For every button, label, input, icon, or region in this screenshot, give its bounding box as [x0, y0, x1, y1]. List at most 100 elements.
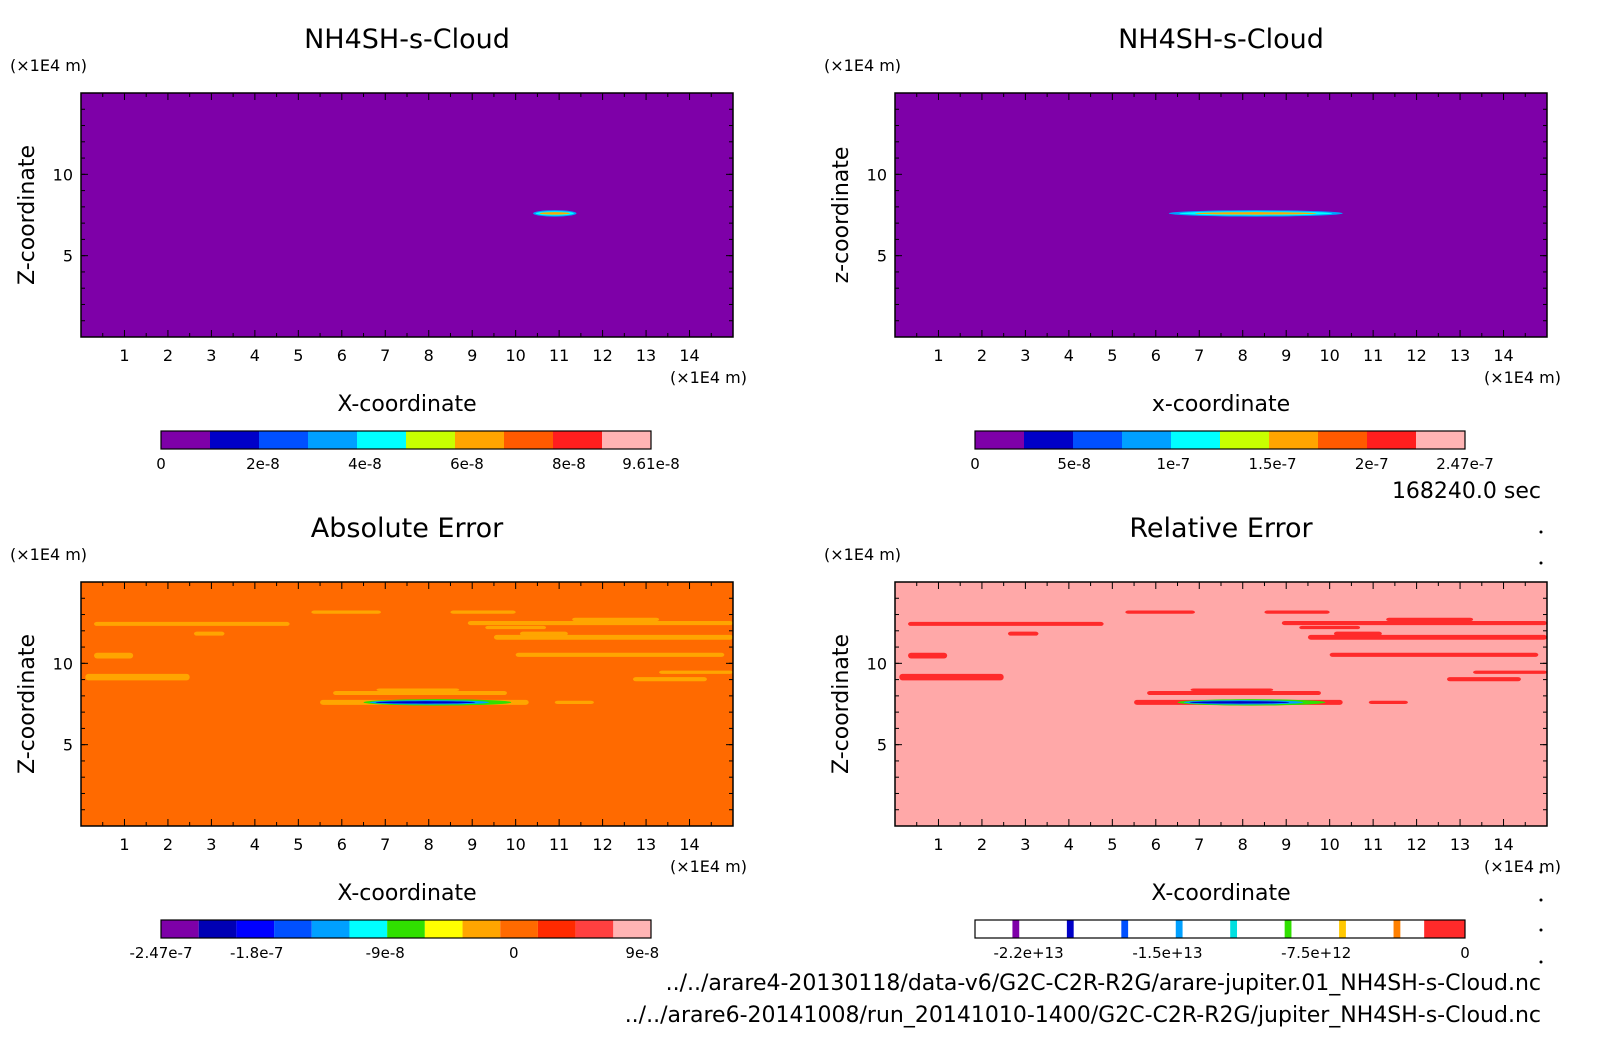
colorbar-swatch: [1424, 920, 1465, 938]
error-core-inner: [1189, 701, 1290, 704]
colorbar-swatch: [1284, 920, 1292, 938]
y-tick-label: 10: [53, 654, 73, 673]
x-tick-label: 12: [1406, 346, 1426, 365]
colorbar-tick-label: 0: [509, 944, 519, 962]
chart-title: NH4SH-s-Cloud: [1118, 24, 1324, 55]
y-tick-label: 5: [63, 736, 73, 755]
error-band: [1125, 610, 1195, 614]
colorbar-swatch: [462, 920, 501, 938]
colorbar-swatch: [1121, 920, 1129, 938]
y-tick-label: 5: [877, 247, 887, 266]
x-tick-label: 1: [119, 835, 129, 854]
colorbar-swatch: [1175, 920, 1183, 938]
field-background: [81, 93, 733, 337]
colorbar-swatch: [975, 431, 1024, 449]
error-core-inner: [375, 701, 476, 704]
x-unit-label: (×1E4 m): [1484, 368, 1561, 387]
error-band: [1329, 652, 1539, 657]
x-tick-label: 13: [636, 346, 656, 365]
colorbar-tick-label: -2.47e-7: [130, 944, 193, 962]
y-unit-label: (×1E4 m): [824, 545, 901, 564]
x-tick-label: 13: [636, 835, 656, 854]
colorbar-swatch: [613, 920, 651, 938]
x-tick-label: 9: [467, 835, 477, 854]
x-tick-label: 5: [293, 346, 303, 365]
colorbar-tick-label: -9e-8: [366, 944, 405, 962]
colorbar-swatch: [210, 431, 259, 449]
x-tick-label: 3: [206, 346, 216, 365]
chart-panel-4: Relative Error(×1E4 m)1 2 3 4 5 6 7 8 9 10 11 12 13 1…: [824, 513, 1561, 962]
x-tick-label: 3: [206, 835, 216, 854]
x-tick-label: 2: [977, 346, 987, 365]
colorbar-tick-label: 0: [1460, 944, 1470, 962]
error-band: [485, 625, 547, 630]
x-tick-label: 9: [1281, 346, 1291, 365]
colorbar-swatch: [1356, 920, 1384, 938]
colorbar-tick-label: 5e-8: [1057, 455, 1091, 473]
colorbar-swatch: [1339, 920, 1346, 938]
colorbar-frame: [160, 919, 652, 939]
colorbar-tick-label: 2e-7: [1355, 455, 1389, 473]
colorbar-swatch: [1024, 431, 1073, 449]
error-band: [1008, 631, 1039, 636]
colorbar-swatch: [1367, 431, 1416, 449]
y-axis-label: Z-coordinate: [829, 634, 854, 774]
x-tick-label: 14: [1493, 835, 1513, 854]
error-band: [908, 621, 1104, 626]
x-tick-label: 1: [119, 346, 129, 365]
colorbar-swatch: [424, 920, 463, 938]
colorbar-swatch: [308, 431, 357, 449]
x-tick-label: 8: [424, 835, 434, 854]
chart-panel-2: NH4SH-s-Cloud(×1E4 m)1 2 3 4 5 6 7 8 9 10 11 12 13 14…: [824, 24, 1561, 473]
colorbar-swatch: [455, 431, 504, 449]
x-axis-label: X-coordinate: [1151, 881, 1290, 906]
x-tick-label: 2: [163, 346, 173, 365]
error-band: [85, 673, 190, 681]
x-tick-label: 6: [1151, 835, 1161, 854]
error-band: [1299, 625, 1361, 630]
x-tick-label: 4: [250, 346, 260, 365]
error-band: [908, 652, 948, 659]
error-band: [1190, 688, 1274, 691]
colorbar-swatch: [1122, 431, 1171, 449]
colorbar-swatch: [236, 920, 275, 938]
error-band: [467, 621, 733, 626]
colorbar-swatch: [1230, 920, 1238, 938]
x-axis-label: x-coordinate: [1152, 392, 1290, 417]
time-label: 168240.0 sec: [1392, 479, 1541, 504]
x-tick-label: 6: [337, 346, 347, 365]
error-band: [899, 673, 1004, 681]
colorbar-swatch: [1318, 431, 1367, 449]
x-tick-label: 9: [1281, 835, 1291, 854]
error-band: [572, 617, 660, 622]
x-tick-label: 9: [467, 346, 477, 365]
colorbar-swatch: [1029, 920, 1057, 938]
x-unit-label: (×1E4 m): [670, 368, 747, 387]
x-tick-label: 13: [1450, 835, 1470, 854]
colorbar-tick-label: -2.2e+13: [993, 944, 1063, 962]
colorbar-swatch: [1247, 920, 1275, 938]
x-tick-label: 2: [977, 835, 987, 854]
x-tick-label: 11: [1363, 835, 1383, 854]
y-unit-label: (×1E4 m): [10, 545, 87, 564]
colorbar-tick-label: 9e-8: [625, 944, 659, 962]
colorbar-frame: [974, 430, 1466, 450]
y-tick-label: 5: [63, 247, 73, 266]
x-tick-label: 10: [505, 835, 525, 854]
error-band: [1386, 617, 1474, 622]
colorbar-swatch: [1066, 920, 1074, 938]
x-tick-label: 11: [549, 346, 569, 365]
error-band: [1334, 631, 1382, 636]
colorbar-tick-label: 6e-8: [450, 455, 484, 473]
colorbar-swatch: [1301, 920, 1329, 938]
error-band: [450, 610, 516, 614]
x-tick-label: 7: [380, 346, 390, 365]
colorbar-tick-label: 0: [156, 455, 166, 473]
x-tick-label: 10: [505, 346, 525, 365]
colorbar-tick-label: 1.5e-7: [1249, 455, 1297, 473]
colorbar-swatch: [161, 431, 210, 449]
colorbar-swatch: [198, 920, 237, 938]
y-tick-label: 5: [877, 736, 887, 755]
x-tick-label: 5: [1107, 835, 1117, 854]
error-band: [376, 688, 460, 691]
